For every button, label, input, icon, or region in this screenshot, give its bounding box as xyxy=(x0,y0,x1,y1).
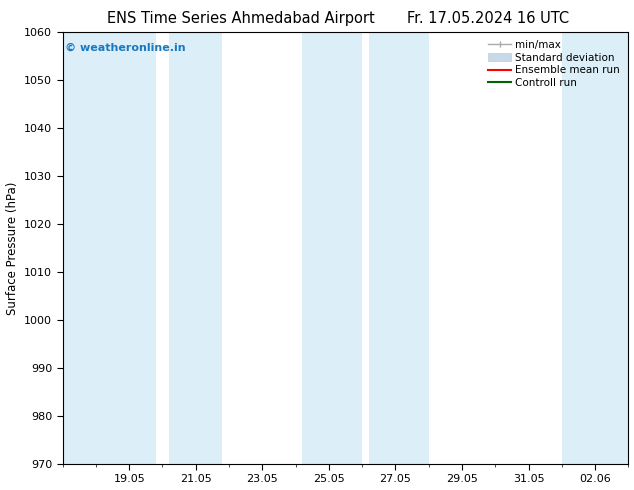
Y-axis label: Surface Pressure (hPa): Surface Pressure (hPa) xyxy=(6,181,18,315)
Bar xyxy=(369,32,429,464)
Bar xyxy=(302,32,362,464)
Bar xyxy=(169,32,223,464)
Text: © weatheronline.in: © weatheronline.in xyxy=(65,43,186,52)
Legend: min/max, Standard deviation, Ensemble mean run, Controll run: min/max, Standard deviation, Ensemble me… xyxy=(485,37,623,91)
Text: Fr. 17.05.2024 16 UTC: Fr. 17.05.2024 16 UTC xyxy=(407,11,569,26)
Bar xyxy=(63,32,156,464)
Bar xyxy=(562,32,628,464)
Text: ENS Time Series Ahmedabad Airport: ENS Time Series Ahmedabad Airport xyxy=(107,11,375,26)
